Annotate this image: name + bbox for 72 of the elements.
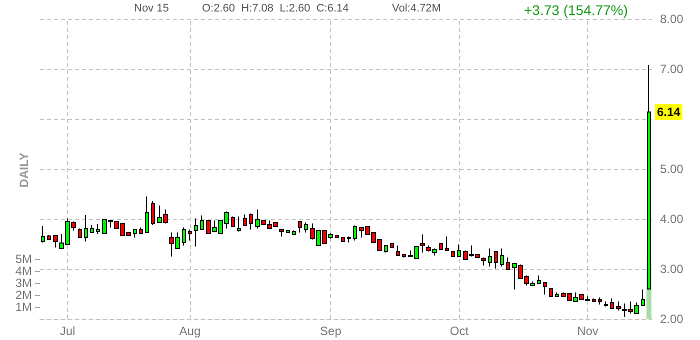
- text: Vol:4.72M: [392, 2, 441, 14]
- candlestick: [341, 237, 345, 242]
- candlestick: [53, 235, 58, 248]
- candlestick: [506, 257, 510, 270]
- y-tick-label: 2.00: [660, 312, 684, 326]
- candlestick: [604, 301, 608, 307]
- candlestick: [451, 251, 455, 257]
- y2-tick-label: 3M: [15, 276, 32, 290]
- candlestick: [445, 236, 449, 251]
- candlestick: [298, 221, 302, 233]
- y-tick-label: 8.00: [660, 12, 684, 26]
- text: DAILY: [17, 152, 31, 188]
- annotation: 6.14: [657, 105, 681, 119]
- candlestick: [347, 236, 351, 243]
- candlestick: [549, 288, 553, 297]
- candlestick: [641, 289, 645, 306]
- x-tick-label: Aug: [179, 324, 201, 338]
- candlestick: [537, 275, 541, 284]
- candlestick: [231, 216, 235, 227]
- candlestick: [249, 213, 253, 230]
- candlestick: [335, 235, 339, 238]
- candlestick: [279, 229, 284, 237]
- x-tick-label: Sep: [320, 324, 342, 338]
- y2-tick-label: 4M: [15, 264, 32, 278]
- candlestick: [237, 216, 241, 232]
- candlestick: [78, 228, 82, 238]
- candlestick: [304, 222, 308, 233]
- candlestick: [420, 234, 425, 253]
- candlestick: [494, 251, 498, 269]
- candlestick: [543, 282, 547, 295]
- candlestick: [188, 229, 192, 241]
- candlestick: [84, 214, 88, 242]
- candlestick: [598, 297, 602, 305]
- y-tick-label: 5.00: [660, 162, 684, 176]
- y-tick-label: 4.00: [660, 212, 684, 226]
- candlestick: [402, 254, 406, 258]
- text: +3.73 (154.77%): [524, 2, 628, 18]
- candlestick: [145, 196, 149, 233]
- candlestick: [488, 248, 492, 267]
- y2-tick-label: 1M: [15, 300, 32, 314]
- candlestick: [194, 218, 198, 247]
- candlestick: [390, 243, 394, 248]
- candlestick: [616, 301, 621, 311]
- text: Nov 15: [134, 2, 169, 14]
- candlestick: [47, 234, 51, 240]
- candlestick: [151, 200, 155, 226]
- candlestick: [500, 248, 504, 267]
- candlestick: [243, 214, 247, 226]
- candlestick: [353, 225, 357, 241]
- candlestick: [139, 227, 143, 234]
- candlestick: [457, 244, 461, 257]
- candlestick: [439, 243, 443, 250]
- text: O:2.60 H:7.08 L:2.60 C:6.14: [202, 2, 349, 14]
- x-tick-label: Oct: [450, 324, 470, 338]
- candlestick: [481, 257, 486, 266]
- candlestick: [182, 227, 186, 246]
- candlestick: [610, 298, 614, 309]
- candlestick: [133, 229, 137, 238]
- candlestick: [200, 215, 204, 230]
- x-tick-label: Nov: [577, 324, 598, 338]
- candlestick: [384, 245, 388, 253]
- y2-tick-label: 2M: [15, 288, 32, 302]
- x-tick-label: Jul: [60, 324, 76, 338]
- candlestick: [396, 245, 400, 256]
- candlestick: [90, 224, 94, 233]
- candlestick: [41, 226, 45, 243]
- y-tick-label: 7.00: [660, 62, 684, 76]
- candlestick: [96, 224, 100, 234]
- y-tick-label: 3.00: [660, 262, 684, 276]
- y2-tick-label: 5M: [15, 252, 32, 266]
- candlestick: [286, 230, 290, 233]
- candlestick: [592, 298, 596, 302]
